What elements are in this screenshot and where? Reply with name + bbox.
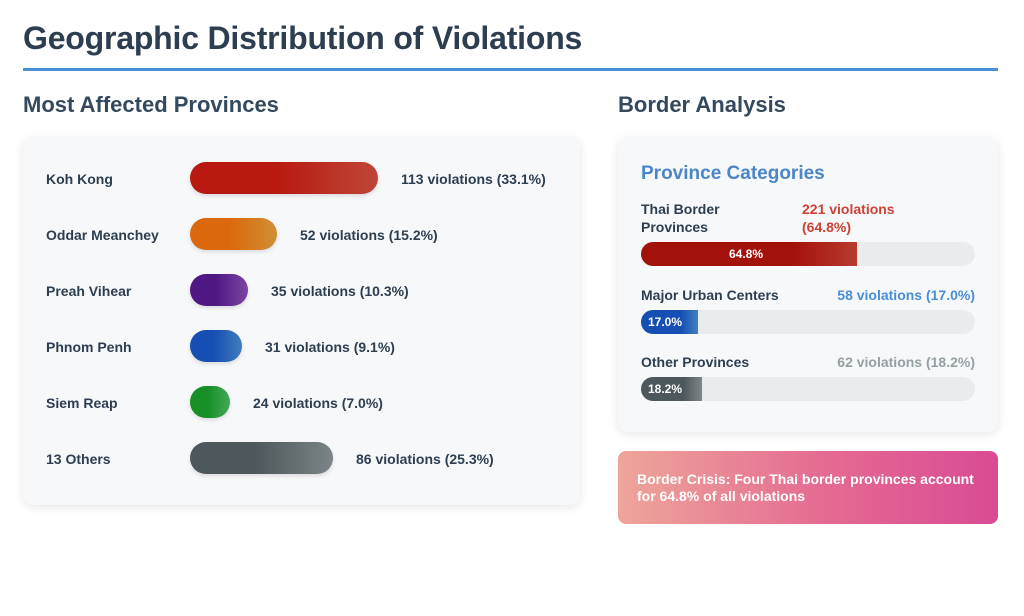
category-progress-fill: 18.2% [641,377,702,401]
category-progress-fill: 64.8% [641,242,857,266]
category-progress-track: 18.2% [641,377,975,401]
category-progress-track: 64.8% [641,242,975,266]
province-bar [190,274,248,306]
province-label: Oddar Meanchey [46,227,159,243]
category-row-thai-border: Thai Border Provinces 221 violations (64… [641,200,975,266]
province-row: Preah Vihear 35 violations (10.3%) [23,274,580,308]
province-bar [190,386,230,418]
province-row: Phnom Penh 31 violations (9.1%) [23,330,580,364]
category-progress-label: 18.2% [648,382,683,396]
province-bar [190,442,333,474]
province-value-label: 86 violations (25.3%) [356,451,494,467]
province-value-label: 113 violations (33.1%) [401,171,546,187]
section-heading-border-analysis: Border Analysis [618,92,786,117]
province-bar [190,218,277,250]
province-value-label: 35 violations (10.3%) [271,283,409,299]
border-crisis-text: Border Crisis: Four Thai border province… [637,471,974,504]
section-heading-provinces: Most Affected Provinces [23,92,279,117]
province-label: Phnom Penh [46,339,132,355]
category-label: Thai Border Provinces [641,201,720,235]
province-bar [190,162,378,194]
province-value-label: 24 violations (7.0%) [253,395,383,411]
category-label: Other Provinces [641,354,750,370]
category-label: Major Urban Centers [641,287,779,303]
category-value: 221 violations (64.8%) [802,201,895,235]
category-value: 62 violations (18.2%) [837,354,975,370]
province-label: Preah Vihear [46,283,132,299]
category-value: 58 violations (17.0%) [837,287,975,303]
province-label: Koh Kong [46,171,113,187]
province-row: Oddar Meanchey 52 violations (15.2%) [23,218,580,252]
province-value-label: 31 violations (9.1%) [265,339,395,355]
category-row-other: Other Provinces 62 violations (18.2%) 18… [641,353,975,401]
province-categories-card: Province Categories Thai Border Province… [618,137,998,432]
category-progress-fill: 17.0% [641,310,698,334]
title-divider [23,68,998,71]
province-categories-title: Province Categories [641,163,825,184]
category-progress-label: 64.8% [729,247,764,261]
category-progress-label: 17.0% [648,315,683,329]
province-row: Siem Reap 24 violations (7.0%) [23,386,580,420]
province-row: Koh Kong 113 violations (33.1%) [23,162,580,196]
category-progress-track: 17.0% [641,310,975,334]
province-label: Siem Reap [46,395,118,411]
page-title: Geographic Distribution of Violations [23,20,583,56]
provinces-chart-card: Koh Kong 113 violations (33.1%) Oddar Mean… [23,137,580,505]
province-value-label: 52 violations (15.2%) [300,227,438,243]
border-crisis-callout: Border Crisis: Four Thai border province… [618,451,998,524]
province-bar [190,330,242,362]
province-label: 13 Others [46,451,111,467]
category-row-urban: Major Urban Centers 58 violations (17.0%… [641,286,975,334]
province-row: 13 Others 86 violations (25.3%) [23,442,580,476]
